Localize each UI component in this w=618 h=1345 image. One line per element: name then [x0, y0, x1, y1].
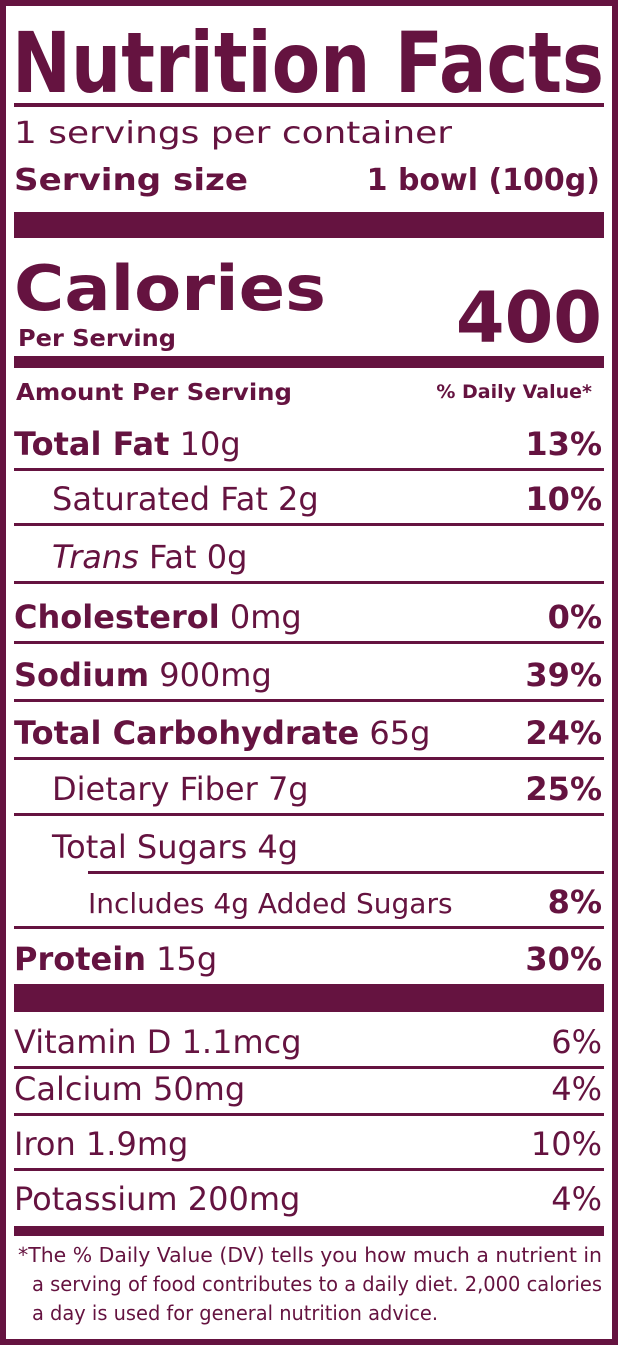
footnote: *The % Daily Value (DV) tells you how mu… [18, 1243, 602, 1325]
footnote-line: a serving of food contributes to a daily… [32, 1272, 602, 1296]
rule [14, 813, 604, 816]
daily-value: 4% [551, 1070, 602, 1108]
nutrient-amount: 10g [180, 425, 241, 463]
nutrient-amount: Fat 0g [149, 538, 247, 576]
nutrient-amount: 15g [156, 940, 217, 978]
daily-value: 39% [525, 656, 602, 694]
nutrient-name: Trans Fat 0g [52, 538, 247, 576]
rule [14, 1113, 604, 1116]
thick-rule [14, 984, 604, 1012]
nutrient-amount: Saturated Fat 2g [52, 480, 319, 518]
rule [14, 523, 604, 526]
rule [14, 757, 604, 760]
rule [14, 641, 604, 644]
footnote-line: a day is used for general nutrition advi… [32, 1301, 438, 1325]
daily-value: 10% [525, 480, 602, 518]
amount-header: Amount Per Serving [16, 380, 292, 406]
thick-rule [14, 212, 604, 238]
dv-header: % Daily Value* [436, 381, 592, 403]
nutrient-name: Protein 15g [14, 940, 217, 978]
vitamin-rows: Vitamin D 1.1mcg 6% Calcium 50mg 4% Iron 1.9… [14, 1023, 604, 1218]
daily-value: 25% [525, 770, 602, 808]
nutrient-name: Saturated Fat 2g [52, 480, 319, 518]
rule [14, 468, 604, 471]
nutrient-rows: Total Fat 10g 13% Saturated Fat 2g 10% Trans… [14, 425, 604, 978]
serving-size-label: Serving size [14, 163, 248, 198]
nutrient-bold: Sodium [14, 656, 149, 694]
nutrient-bold: Total Fat [14, 425, 169, 463]
vitamin-name: Calcium 50mg [14, 1070, 245, 1108]
nutrient-amount: Includes 4g Added Sugars [88, 887, 453, 920]
nutrient-amount: Dietary Fiber 7g [52, 770, 309, 808]
calories-label: Calories [14, 252, 326, 325]
daily-value: 0% [548, 598, 602, 636]
nutrient-name: Total Sugars 4g [51, 828, 298, 866]
nutrient-bold: Total Carbohydrate [14, 714, 359, 752]
vitamin-name: Iron 1.9mg [14, 1125, 188, 1163]
rule [14, 926, 604, 929]
nutrient-bold: Cholesterol [14, 598, 220, 636]
daily-value: 10% [531, 1125, 602, 1163]
rule [88, 871, 604, 874]
serving-size-value: 1 bowl (100g) [367, 163, 600, 198]
daily-value: 4% [551, 1180, 602, 1218]
nutrient-amount: 900mg [159, 656, 272, 694]
nutrient-name: Dietary Fiber 7g [52, 770, 309, 808]
vitamin-name: Potassium 200mg [14, 1180, 300, 1218]
calories-sublabel: Per Serving [18, 326, 176, 352]
nutrient-name: Sodium 900mg [14, 656, 272, 694]
daily-value: 8% [548, 883, 602, 921]
daily-value: 6% [551, 1023, 602, 1061]
nutrient-amount: 65g [369, 714, 430, 752]
rule [14, 103, 604, 107]
vitamin-name: Vitamin D 1.1mcg [14, 1023, 302, 1061]
footnote-line: *The % Daily Value (DV) tells you how mu… [18, 1243, 602, 1267]
nutrient-name: Total Fat 10g [14, 425, 241, 463]
nutrient-name: Cholesterol 0mg [14, 598, 302, 636]
servings: 1 servings per container [14, 116, 453, 151]
calories-value: 400 [456, 277, 602, 359]
rule [14, 1168, 604, 1171]
nutrient-bold: Protein [14, 940, 146, 978]
title: Nutrition Facts [12, 14, 604, 112]
medium-rule [14, 356, 604, 368]
daily-value: 30% [525, 940, 602, 978]
nutrient-name: Includes 4g Added Sugars [88, 887, 453, 920]
nutrient-italic: Trans [52, 538, 139, 576]
rule [14, 581, 604, 584]
nutrient-amount: 0mg [230, 598, 302, 636]
rule [14, 699, 604, 702]
daily-value: 24% [525, 714, 602, 752]
nutrient-name: Total Carbohydrate 65g [14, 714, 430, 752]
daily-value: 13% [525, 425, 602, 463]
medium-rule [14, 1226, 604, 1236]
rule [14, 1066, 604, 1069]
nutrient-amount: Total Sugars 4g [51, 828, 298, 866]
